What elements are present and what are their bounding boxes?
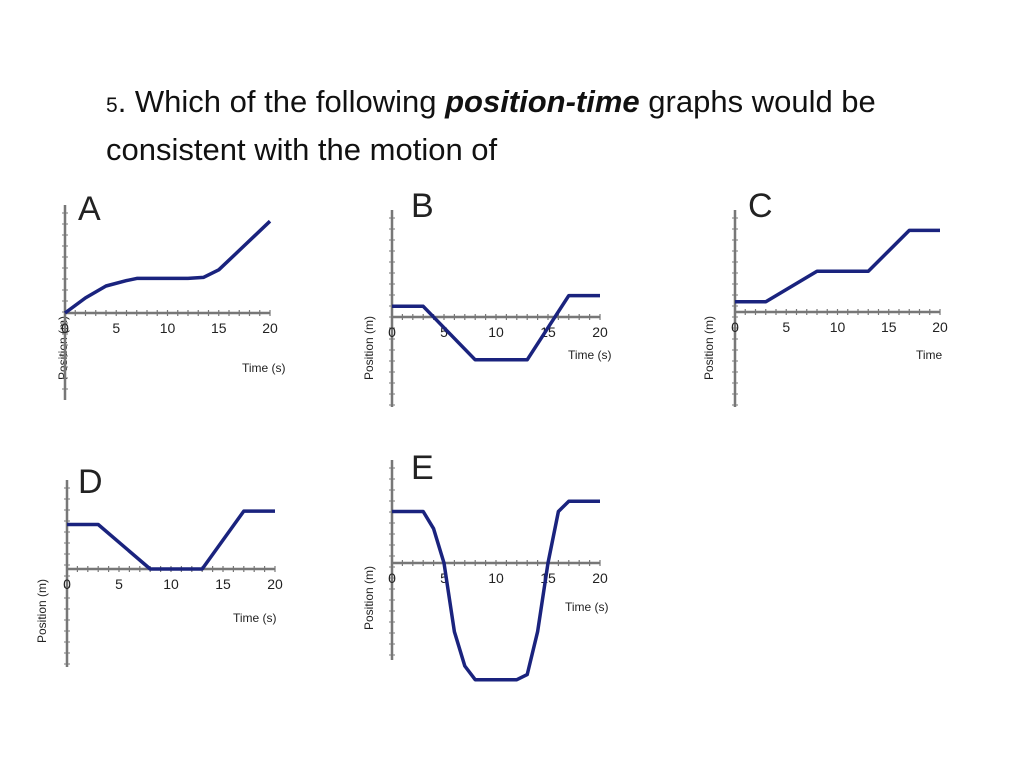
- question-number: 5: [106, 94, 118, 117]
- question-text-before: . Which of the following: [117, 84, 446, 119]
- x-tick-label: 20: [592, 570, 608, 586]
- x-axis-label: Time (s): [568, 348, 612, 362]
- x-tick-label: 0: [63, 576, 71, 592]
- x-axis-label: Time (s): [233, 611, 277, 625]
- graph-title: A: [78, 190, 101, 228]
- y-axis-label: Position (m): [56, 316, 70, 380]
- x-tick-label: 5: [782, 319, 790, 335]
- x-tick-label: 20: [592, 324, 608, 340]
- graph-a: A Position (m) Time (s) 0 5 10 15 20: [56, 190, 286, 400]
- x-tick-label: 10: [830, 319, 846, 335]
- x-tick-label: 10: [488, 324, 504, 340]
- series-line: [735, 228, 940, 304]
- x-tick-label: 20: [262, 320, 278, 336]
- series-line: [67, 509, 275, 571]
- x-tick-label: 5: [440, 570, 448, 586]
- x-tick-label: 20: [932, 319, 948, 335]
- x-tick-label: 10: [488, 570, 504, 586]
- x-tick-label: 15: [215, 576, 231, 592]
- x-tick-label: 10: [160, 320, 176, 336]
- x-tick-label: 10: [163, 576, 179, 592]
- graph-d: D Position (m) Time (s) 0 5 10 15 20: [35, 463, 283, 667]
- axes: [732, 210, 941, 407]
- graph-title: D: [78, 463, 103, 501]
- graph-c: C Position (m) Time 0 5 10 15 20: [702, 187, 948, 407]
- series-line: [392, 293, 600, 362]
- question-emphasis: position-time: [445, 84, 640, 119]
- y-axis-label: Position (m): [702, 316, 716, 380]
- x-tick-label: 0: [731, 319, 739, 335]
- x-tick-label: 15: [211, 320, 227, 336]
- axes: [389, 210, 601, 407]
- x-axis-label: Time (s): [242, 361, 286, 375]
- series-line: [392, 499, 600, 682]
- x-tick-label: 5: [115, 576, 123, 592]
- question-text-after: graphs would be consistent with the moti…: [106, 84, 876, 167]
- graph-title: C: [748, 187, 773, 225]
- x-tick-label: 20: [267, 576, 283, 592]
- graph-title: E: [411, 449, 434, 487]
- axes: [389, 460, 601, 660]
- y-axis-label: Position (m): [35, 579, 49, 643]
- x-tick-label: 0: [61, 320, 69, 336]
- x-tick-label: 0: [388, 324, 396, 340]
- graph-title: B: [411, 187, 434, 225]
- x-tick-label: 15: [881, 319, 897, 335]
- x-tick-label: 5: [112, 320, 120, 336]
- axes: [62, 205, 271, 400]
- x-axis-label: Time (s): [565, 600, 609, 614]
- graph-b: B Position (m) Time (s) 0 5 10 15 20: [362, 187, 612, 407]
- x-tick-label: 0: [388, 570, 396, 586]
- y-axis-label: Position (m): [362, 566, 376, 630]
- axes: [64, 480, 276, 667]
- x-axis-label: Time: [916, 348, 943, 362]
- y-axis-label: Position (m): [362, 316, 376, 380]
- x-tick-label: 5: [440, 324, 448, 340]
- question-text: 5. Which of the following position-time …: [106, 80, 946, 172]
- series-line: [63, 219, 272, 315]
- graph-e: E Position (m) Time (s) 0 5 10 15 20: [362, 449, 609, 682]
